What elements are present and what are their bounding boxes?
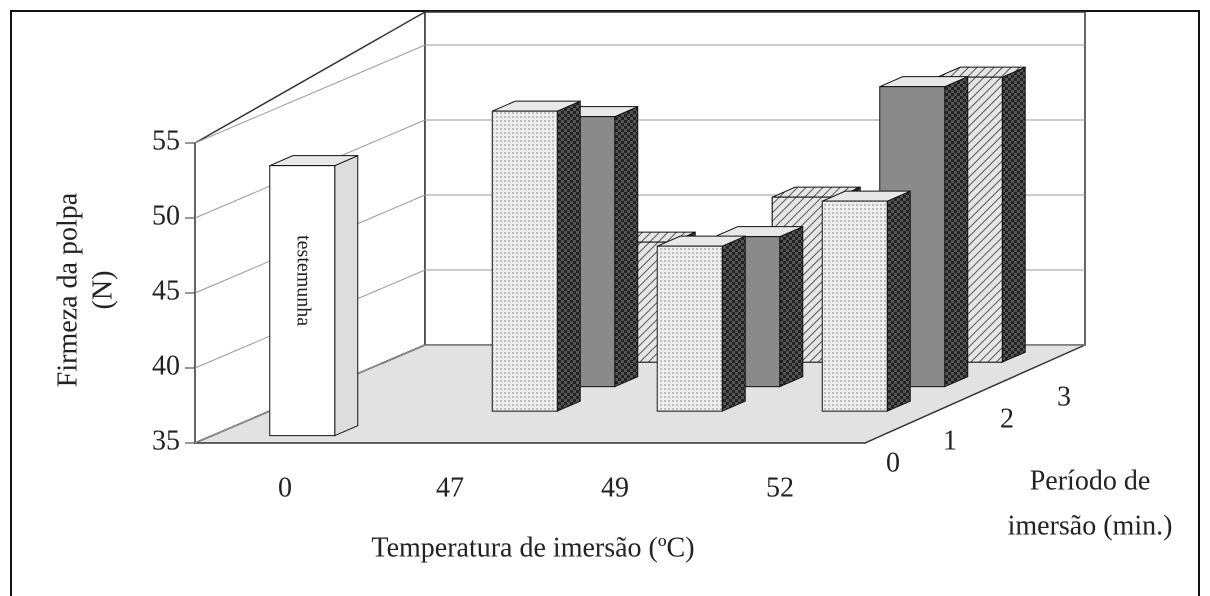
z-tick-label: 1 — [943, 425, 957, 456]
z-tick-label: 2 — [1000, 403, 1014, 434]
bar — [269, 154, 359, 437]
bar — [656, 235, 746, 412]
x-tick-label: 52 — [766, 472, 794, 503]
z-tick-label: 0 — [886, 447, 900, 478]
bar-texture — [657, 246, 723, 412]
bar-side — [556, 100, 581, 412]
grid-line — [194, 44, 426, 144]
bar — [879, 75, 969, 388]
bar-side — [614, 105, 639, 388]
bar-side — [721, 235, 746, 412]
x-tick-label: 0 — [278, 472, 292, 503]
bar-side — [1001, 66, 1026, 363]
x-tick-label: 47 — [436, 472, 464, 503]
bar-side — [944, 75, 969, 388]
y-tick-label: 35 — [152, 425, 180, 456]
x-tick-label: 49 — [601, 472, 629, 503]
z-axis-title: imersão (min.) — [1008, 510, 1173, 541]
bar-side — [779, 225, 804, 388]
frame — [10, 10, 1200, 596]
bar-side — [334, 154, 359, 437]
y-tick-label: 45 — [152, 275, 180, 306]
bar — [821, 190, 911, 412]
y-tick-label: 50 — [152, 200, 180, 231]
z-tick-label: 3 — [1057, 381, 1071, 412]
x-axis-title: Temperatura de imersão (ºC) — [371, 532, 694, 563]
y-tick-label: 40 — [152, 350, 180, 381]
bar-texture — [492, 111, 558, 412]
y-tick-label: 55 — [152, 125, 180, 156]
bar-front — [269, 165, 336, 437]
bar-side — [886, 190, 911, 412]
z-axis-title: Período de — [1030, 465, 1151, 496]
annotation: testemunha — [293, 235, 315, 326]
bar-texture — [822, 201, 888, 412]
y-axis-title: (N) — [87, 271, 118, 310]
bar — [491, 100, 581, 412]
y-axis-title: Firmeza da polpa — [52, 192, 83, 387]
